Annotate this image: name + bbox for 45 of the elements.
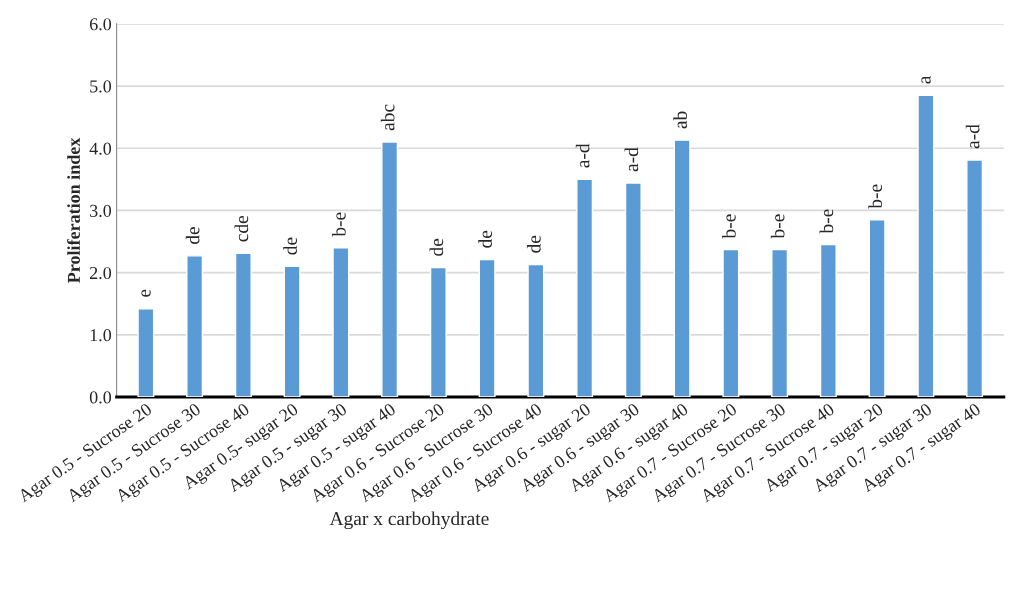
bar [186, 255, 204, 398]
annotation: abc [380, 104, 395, 131]
annotation: b-e [332, 212, 346, 237]
annotation: a-d [575, 143, 590, 168]
bar [624, 182, 642, 398]
bar [137, 308, 155, 398]
bar [381, 141, 399, 398]
y-tick-label: 0.0 [89, 391, 112, 404]
annotation: a-d [624, 147, 639, 172]
bar [771, 248, 789, 398]
annotation: b-e [868, 184, 882, 209]
bar [868, 219, 886, 398]
y-tick-label: 2.0 [89, 266, 112, 280]
bar [917, 94, 935, 398]
bar [722, 248, 740, 398]
y-tick-label: 3.0 [90, 204, 112, 217]
annotation: de [527, 235, 541, 253]
y-tick-label: 5.0 [90, 80, 112, 93]
y-tick-label: 6.0 [89, 18, 112, 31]
annotation: de [478, 230, 492, 248]
annotation: de [429, 238, 444, 256]
annotation: cde [234, 215, 249, 242]
bar [673, 139, 691, 398]
y-tick-label: 4.0 [89, 142, 112, 155]
annotation: a [921, 75, 931, 84]
x-axis-title: Agar x carbohydrate [329, 511, 489, 530]
annotation: e [141, 289, 151, 297]
annotation: b-e [722, 214, 736, 239]
bar [478, 258, 496, 398]
y-axis-title: Proliferation index [67, 137, 80, 283]
annotation: b-e [770, 214, 785, 239]
annotation: ab [673, 111, 687, 129]
bar [819, 243, 837, 398]
y-tick-label: 1.0 [90, 329, 112, 342]
bar [966, 159, 984, 398]
annotation: b-e [819, 209, 834, 234]
bar [576, 178, 594, 398]
bar [332, 247, 350, 398]
bar [234, 252, 252, 398]
bar [283, 265, 301, 398]
annotation: de [185, 227, 200, 245]
annotation: de [283, 237, 297, 255]
annotation: a-d [965, 124, 980, 149]
bar [429, 266, 447, 398]
bar [527, 263, 545, 398]
